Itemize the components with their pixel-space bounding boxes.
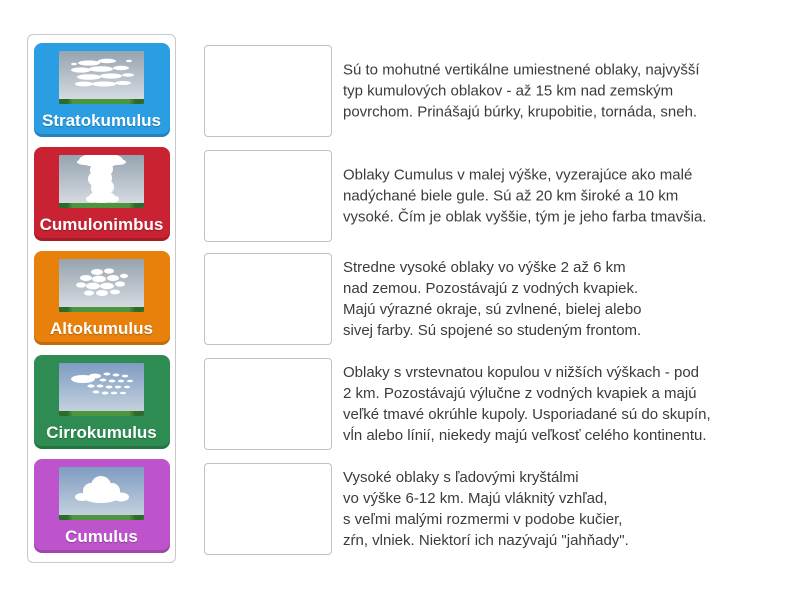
description-text-1: Sú to mohutné vertikálne umiestnené obla… [343,61,700,121]
grass-strip [59,307,144,312]
drop-zone-3[interactable] [204,253,332,345]
tile-cirrokumulus[interactable]: Cirrokumulus [33,355,170,449]
cumulus-cloud-icon [59,467,144,520]
cumulonimbus-cloud-icon [59,155,144,208]
tile-label: Stratokumulus [41,110,162,130]
grass-strip [59,99,144,104]
tile-altokumulus[interactable]: Altokumulus [33,251,170,345]
tile-label: Cirrokumulus [46,422,157,442]
tile-label: Cumulonimbus [39,214,164,234]
drop-zone-1[interactable] [204,45,332,137]
description-text-4: Oblaky s vrstevnatou kopulou v nižších v… [343,364,711,444]
drop-zone-5[interactable] [204,463,332,555]
altocumulus-clouds-icon [59,259,144,312]
tile-cumulus[interactable]: Cumulus [33,459,170,553]
drop-zone-2[interactable] [204,150,332,242]
tile-label: Cumulus [65,526,138,546]
description-text-3: Stredne vysoké oblaky vo výške 2 až 6 km… [343,259,642,339]
tile-stratokumulus[interactable]: Stratokumulus [33,43,170,137]
description-text-5: Vysoké oblaky s ľadovými kryštálmi vo vý… [343,469,629,549]
grass-strip [59,203,144,208]
tile-label: Altokumulus [50,318,153,338]
description-text-2: Oblaky Cumulus v malej výške, vyzerajúce… [343,166,707,226]
tiles-panel: Stratokumulus Cumulonimbus [27,34,176,563]
cirrocumulus-clouds-icon [59,363,144,416]
drop-zone-4[interactable] [204,358,332,450]
tile-cumulonimbus[interactable]: Cumulonimbus [33,147,170,241]
stratocumulus-clouds-icon [59,51,144,104]
grass-strip [59,515,144,520]
grass-strip [59,411,144,416]
